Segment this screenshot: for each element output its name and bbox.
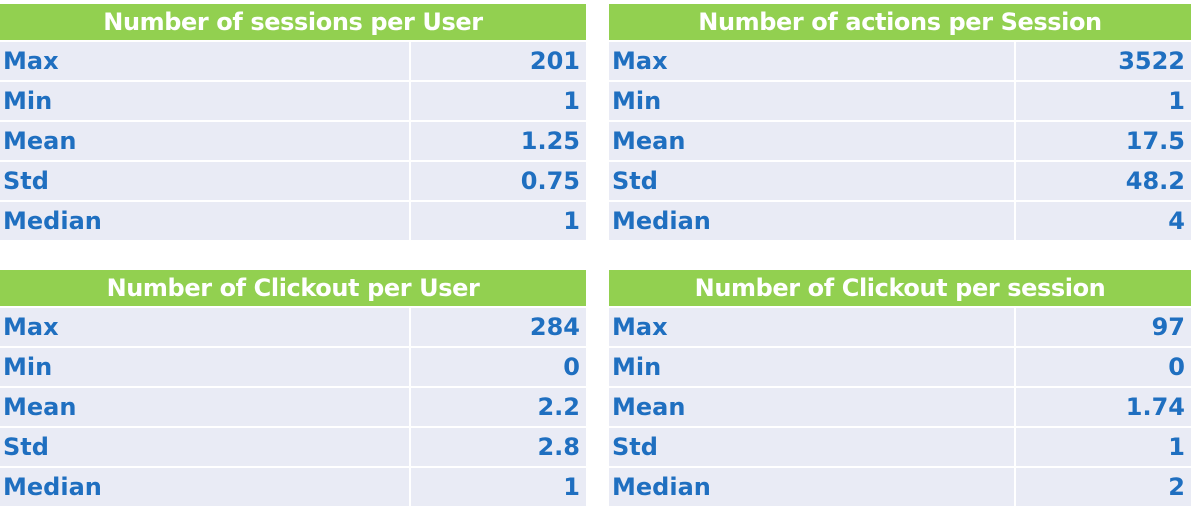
stat-value: 0.75 xyxy=(410,160,586,201)
table-row: Min 1 xyxy=(609,80,1191,121)
table-row: Min 0 xyxy=(0,346,586,387)
clickout-per-session-table: Number of Clickout per session Max 97 Mi… xyxy=(609,270,1191,506)
stat-value: 4 xyxy=(1015,200,1191,240)
table-row: Mean 1.74 xyxy=(609,386,1191,427)
sessions-per-user-table: Number of sessions per User Max 201 Min … xyxy=(0,4,586,240)
stat-label: Median xyxy=(0,200,411,240)
stat-value: 201 xyxy=(410,40,586,81)
stat-label: Std xyxy=(0,160,411,201)
table-row: Std 2.8 xyxy=(0,426,586,467)
stat-label: Std xyxy=(0,426,411,467)
stat-value: 2 xyxy=(1015,466,1191,506)
stat-label: Mean xyxy=(609,120,1016,161)
stat-label: Max xyxy=(609,40,1016,81)
stat-label: Max xyxy=(609,306,1016,347)
table-title: Number of Clickout per session xyxy=(609,270,1191,307)
stat-label: Std xyxy=(609,160,1016,201)
stat-label: Median xyxy=(609,200,1016,240)
stat-label: Min xyxy=(609,80,1016,121)
table-row: Max 201 xyxy=(0,40,586,81)
table-row: Max 284 xyxy=(0,306,586,347)
table-header-row: Number of Clickout per session xyxy=(609,270,1191,307)
table-title: Number of Clickout per User xyxy=(0,270,586,307)
stat-value: 1.25 xyxy=(410,120,586,161)
actions-per-session-table: Number of actions per Session Max 3522 M… xyxy=(609,4,1191,240)
stat-value: 2.8 xyxy=(410,426,586,467)
stat-label: Min xyxy=(0,346,411,387)
table-title: Number of actions per Session xyxy=(609,4,1191,41)
table-row: Mean 2.2 xyxy=(0,386,586,427)
stat-label: Median xyxy=(0,466,411,506)
stat-label: Mean xyxy=(0,386,411,427)
stat-value: 3522 xyxy=(1015,40,1191,81)
clickout-per-user-table: Number of Clickout per User Max 284 Min … xyxy=(0,270,586,506)
table-row: Std 0.75 xyxy=(0,160,586,201)
table-row: Median 1 xyxy=(0,466,586,506)
stat-label: Min xyxy=(0,80,411,121)
stat-value: 97 xyxy=(1015,306,1191,347)
table-row: Max 3522 xyxy=(609,40,1191,81)
table-title: Number of sessions per User xyxy=(0,4,586,41)
table-row: Min 1 xyxy=(0,80,586,121)
stat-value: 17.5 xyxy=(1015,120,1191,161)
table-row: Std 48.2 xyxy=(609,160,1191,201)
table-row: Max 97 xyxy=(609,306,1191,347)
table-header-row: Number of actions per Session xyxy=(609,4,1191,41)
stat-value: 1 xyxy=(1015,426,1191,467)
stat-value: 48.2 xyxy=(1015,160,1191,201)
stat-label: Mean xyxy=(609,386,1016,427)
stat-label: Mean xyxy=(0,120,411,161)
stat-value: 1 xyxy=(1015,80,1191,121)
stat-value: 284 xyxy=(410,306,586,347)
table-header-row: Number of sessions per User xyxy=(0,4,586,41)
stat-label: Std xyxy=(609,426,1016,467)
stat-value: 0 xyxy=(410,346,586,387)
stat-label: Median xyxy=(609,466,1016,506)
table-row: Mean 17.5 xyxy=(609,120,1191,161)
table-header-row: Number of Clickout per User xyxy=(0,270,586,307)
stat-value: 1 xyxy=(410,200,586,240)
table-row: Min 0 xyxy=(609,346,1191,387)
table-row: Median 4 xyxy=(609,200,1191,240)
table-row: Std 1 xyxy=(609,426,1191,467)
stat-value: 1 xyxy=(410,80,586,121)
stat-label: Max xyxy=(0,40,411,81)
stat-label: Min xyxy=(609,346,1016,387)
stat-value: 1 xyxy=(410,466,586,506)
table-row: Median 1 xyxy=(0,200,586,240)
stat-value: 1.74 xyxy=(1015,386,1191,427)
table-row: Mean 1.25 xyxy=(0,120,586,161)
stat-value: 2.2 xyxy=(410,386,586,427)
stat-value: 0 xyxy=(1015,346,1191,387)
stat-label: Max xyxy=(0,306,411,347)
table-row: Median 2 xyxy=(609,466,1191,506)
